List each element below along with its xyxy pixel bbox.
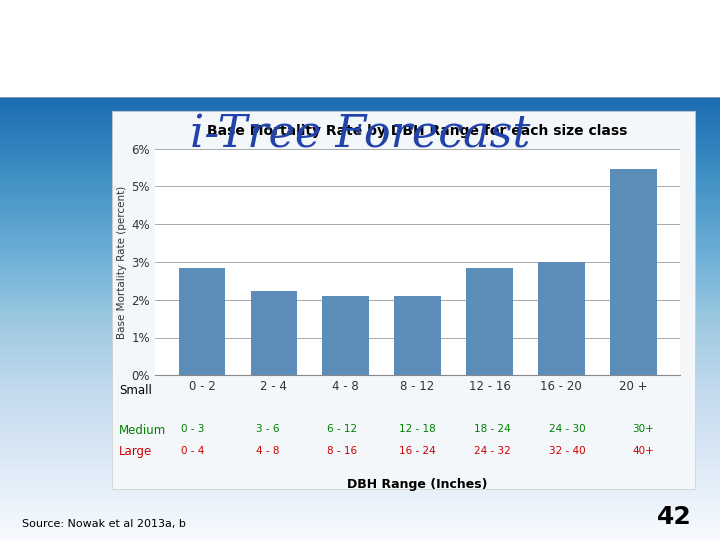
Text: 0 - 3: 0 - 3 <box>181 424 204 434</box>
Text: 0 - 4: 0 - 4 <box>181 446 204 456</box>
Text: 12 - 18: 12 - 18 <box>399 424 436 434</box>
Text: 24 - 30: 24 - 30 <box>549 424 586 434</box>
Text: 32 - 40: 32 - 40 <box>549 446 586 456</box>
Text: Source: Nowak et al 2013a, b: Source: Nowak et al 2013a, b <box>22 519 186 529</box>
Bar <box>466 268 513 375</box>
Text: 24 - 32: 24 - 32 <box>474 446 511 456</box>
Bar <box>323 296 369 375</box>
Y-axis label: Base Mortality Rate (percent): Base Mortality Rate (percent) <box>117 185 127 339</box>
Text: 6 - 12: 6 - 12 <box>328 424 358 434</box>
Bar <box>538 262 585 375</box>
Bar <box>251 292 297 375</box>
Title: Base Mortality Rate by DBH Range for each size class: Base Mortality Rate by DBH Range for eac… <box>207 124 628 138</box>
Text: 4 - 8: 4 - 8 <box>256 446 279 456</box>
Bar <box>179 268 225 375</box>
Text: 3 - 6: 3 - 6 <box>256 424 279 434</box>
Text: 18 - 24: 18 - 24 <box>474 424 511 434</box>
Text: 30+: 30+ <box>632 424 654 434</box>
Text: Large: Large <box>119 446 152 458</box>
Text: 16 - 24: 16 - 24 <box>399 446 436 456</box>
Text: DBH Range (Inches): DBH Range (Inches) <box>347 478 488 491</box>
Bar <box>610 170 657 375</box>
Text: Small: Small <box>119 384 152 397</box>
Text: 8 - 16: 8 - 16 <box>328 446 358 456</box>
Text: 40+: 40+ <box>632 446 654 456</box>
Text: 42: 42 <box>657 505 691 529</box>
Bar <box>395 296 441 375</box>
Text: Medium: Medium <box>119 424 166 437</box>
Text: i-Tree Forecast: i-Tree Forecast <box>190 113 530 157</box>
